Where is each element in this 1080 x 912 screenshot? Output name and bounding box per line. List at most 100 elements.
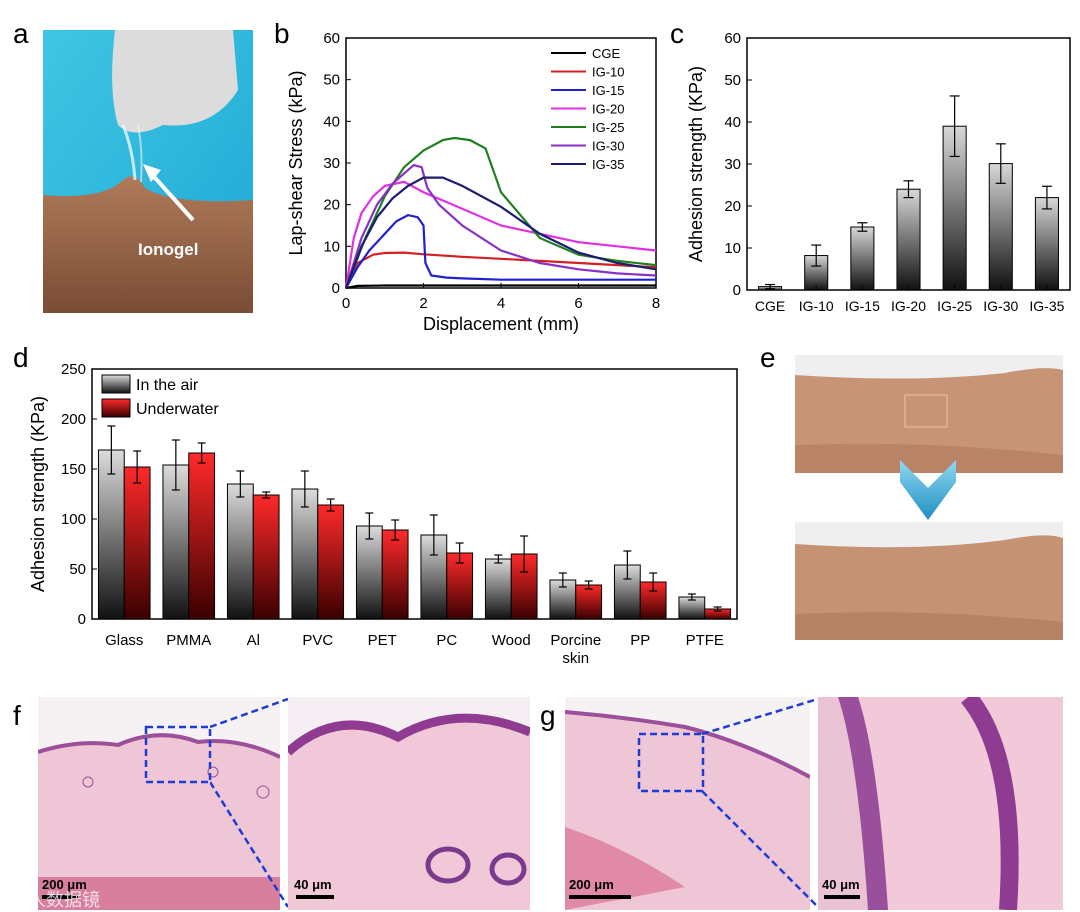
y-tick-label: 200 bbox=[61, 411, 86, 428]
y-axis-label: Lap-shear Stress (kPa) bbox=[286, 70, 306, 255]
legend-swatch bbox=[101, 398, 131, 418]
x-tick-label: 0 bbox=[342, 295, 350, 312]
x-tick-label: PTFE bbox=[686, 632, 724, 649]
forearm-photo-top bbox=[795, 355, 1063, 473]
zoom-lines-f bbox=[210, 697, 290, 908]
y-tick-label: 0 bbox=[733, 282, 741, 299]
scale-bar-label: 40 μm bbox=[294, 877, 332, 892]
bar-wood bbox=[484, 558, 512, 620]
y-tick-label: 60 bbox=[724, 30, 741, 47]
y-tick-label: 150 bbox=[61, 461, 86, 478]
legend-label: CGE bbox=[592, 46, 621, 61]
x-tick-label: IG-35 bbox=[1029, 298, 1064, 314]
y-tick-label: 0 bbox=[332, 280, 340, 297]
ionogel-photo: Ionogel bbox=[43, 30, 253, 313]
chart-b: 0 2 4 6 8 0 10 20 30 40 50 60 Displacement (mm) Lap-s… bbox=[286, 30, 660, 334]
x-tick-label: 2 bbox=[419, 295, 427, 312]
x-tick-label: PP bbox=[630, 632, 650, 649]
x-tick-label: Porcine bbox=[550, 632, 601, 649]
y-tick-label: 30 bbox=[724, 156, 741, 173]
legend-label: IG-30 bbox=[592, 139, 625, 154]
x-tick-label: Wood bbox=[492, 632, 531, 649]
bar-al bbox=[226, 483, 254, 620]
x-tick-label: IG-10 bbox=[799, 298, 834, 314]
y-tick-label: 10 bbox=[724, 240, 741, 257]
chart-c: 0 10 20 30 40 50 60 Adhesion strength (KPa) CGE I… bbox=[686, 30, 1071, 314]
bar-al bbox=[252, 494, 280, 620]
y-tick-label: 50 bbox=[323, 72, 340, 89]
panel-label-d: d bbox=[13, 342, 29, 373]
y-axis-label: Adhesion strength (KPa) bbox=[686, 66, 706, 262]
x-tick-label: skin bbox=[562, 650, 589, 667]
scale-bar-label: 40 μm bbox=[822, 877, 860, 892]
scale-bar-label: 200 μm bbox=[569, 877, 614, 892]
y-tick-label: 50 bbox=[69, 561, 86, 578]
x-tick-label: PET bbox=[368, 632, 397, 649]
y-tick-label: 40 bbox=[724, 114, 741, 131]
x-tick-label: IG-30 bbox=[983, 298, 1018, 314]
bar-ig-35 bbox=[1034, 197, 1059, 291]
series-line-ig-15 bbox=[345, 213, 656, 289]
forearm-photo-bottom bbox=[795, 522, 1063, 640]
ionogel-label: Ionogel bbox=[138, 240, 199, 259]
legend-label: IG-25 bbox=[592, 120, 625, 135]
histology-f-overview: 200 μm bbox=[38, 697, 280, 910]
x-tick-label: 6 bbox=[574, 295, 582, 312]
series-line-ig-35 bbox=[344, 176, 657, 289]
down-arrow-icon bbox=[898, 458, 958, 527]
bar-pvc bbox=[317, 504, 345, 620]
y-axis-label: Adhesion strength (KPa) bbox=[28, 396, 48, 592]
bar-pet bbox=[381, 529, 409, 620]
x-tick-label: PMMA bbox=[166, 632, 211, 649]
plot-frame bbox=[91, 368, 738, 620]
x-tick-label: PVC bbox=[302, 632, 333, 649]
bar-glass bbox=[123, 466, 151, 620]
x-axis-label: Displacement (mm) bbox=[423, 314, 579, 334]
legend-label: IG-10 bbox=[592, 65, 625, 80]
y-tick-label: 50 bbox=[724, 72, 741, 89]
series-line-ig-10 bbox=[345, 251, 657, 289]
zoom-lines-g bbox=[701, 697, 819, 908]
y-tick-label: 100 bbox=[61, 511, 86, 528]
watermark: 人人数据镜 bbox=[10, 890, 100, 911]
bar-porcine-skin bbox=[575, 584, 603, 620]
panel-label-f: f bbox=[13, 700, 21, 731]
series-line-cge bbox=[345, 284, 656, 290]
panel-label-a: a bbox=[13, 18, 29, 49]
x-tick-label: PC bbox=[436, 632, 457, 649]
legend-swatch bbox=[101, 374, 131, 394]
bar-glass bbox=[97, 449, 125, 620]
y-tick-label: 10 bbox=[323, 238, 340, 255]
x-tick-label: Al bbox=[247, 632, 260, 649]
y-tick-label: 30 bbox=[323, 155, 340, 172]
y-tick-label: 60 bbox=[323, 30, 340, 47]
x-tick-label: 8 bbox=[652, 295, 660, 312]
series-line-ig-30 bbox=[344, 163, 657, 289]
y-tick-label: 20 bbox=[323, 197, 340, 214]
x-tick-label: Glass bbox=[105, 632, 143, 649]
histology-g-overview: 200 μm bbox=[565, 697, 810, 910]
series-line-ig-20 bbox=[344, 180, 657, 289]
y-tick-label: 20 bbox=[724, 198, 741, 215]
histology-g-zoom: 40 μm bbox=[818, 697, 1063, 910]
x-tick-label: IG-15 bbox=[845, 298, 880, 314]
bar-ig-15 bbox=[850, 226, 875, 291]
bar-pmma bbox=[188, 452, 216, 620]
legend-label: In the air bbox=[136, 377, 199, 394]
y-tick-label: 40 bbox=[323, 113, 340, 130]
panel-label-g: g bbox=[540, 700, 556, 731]
x-tick-label: 4 bbox=[497, 295, 505, 312]
x-tick-label: CGE bbox=[755, 298, 785, 314]
legend-label: Underwater bbox=[136, 401, 219, 418]
scale-bar-label: 200 μm bbox=[42, 877, 87, 892]
y-tick-label: 0 bbox=[78, 611, 86, 628]
legend-label: IG-20 bbox=[592, 102, 625, 117]
x-tick-label: IG-20 bbox=[891, 298, 926, 314]
x-tick-label: IG-25 bbox=[937, 298, 972, 314]
panel-label-e: e bbox=[760, 342, 776, 373]
bar-pc bbox=[446, 552, 474, 620]
bar-ig-20 bbox=[896, 188, 921, 291]
bar-pet bbox=[355, 525, 383, 620]
panel-label-b: b bbox=[274, 18, 290, 49]
chart-d: 0 50 100 150 200 250 Adhesion strength (KPa) Gl… bbox=[28, 361, 738, 667]
